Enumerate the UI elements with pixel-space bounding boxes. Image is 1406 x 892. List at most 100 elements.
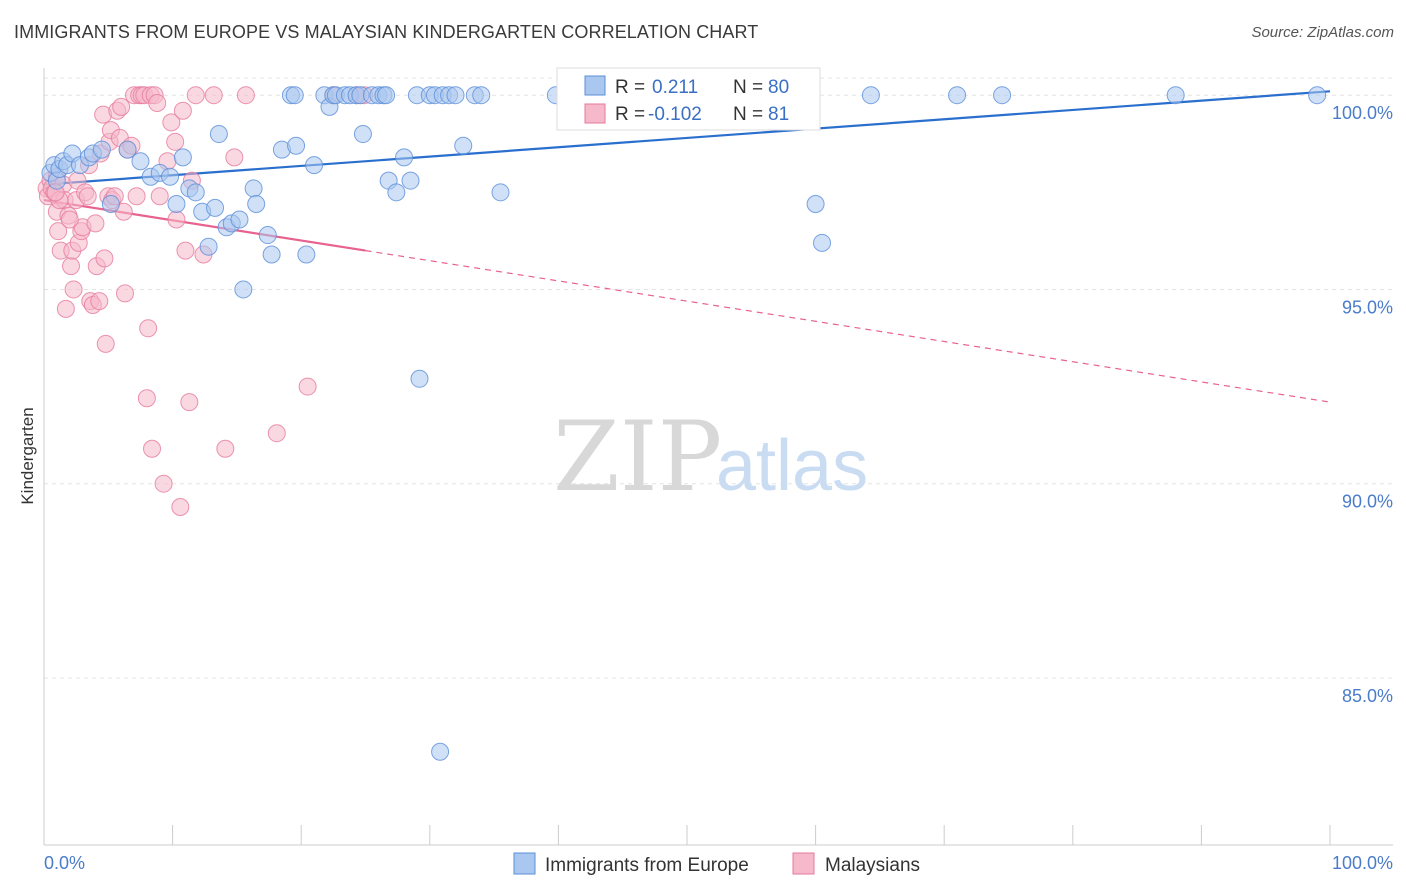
x-tick-label-max: 100.0%	[1332, 853, 1393, 873]
point-malaysians	[298, 377, 317, 396]
point-malaysians	[173, 101, 192, 120]
legend-swatch-pink	[584, 103, 606, 124]
point-immigrants-from-europe	[186, 183, 205, 202]
grid-lines	[44, 77, 1393, 679]
watermark-atlas: atlas	[716, 426, 868, 506]
point-malaysians	[62, 257, 81, 276]
point-immigrants-from-europe	[472, 86, 491, 105]
point-immigrants-from-europe	[244, 179, 263, 198]
point-malaysians	[60, 210, 79, 229]
point-immigrants-from-europe	[173, 148, 192, 167]
legend-n-label-1: N =	[733, 104, 763, 125]
bottom-legend-swatch-pink	[792, 852, 815, 875]
point-malaysians	[116, 284, 135, 303]
legend-r-label-1: R =	[615, 104, 645, 125]
point-malaysians	[49, 222, 68, 241]
point-malaysians	[186, 86, 205, 105]
point-immigrants-from-europe	[491, 183, 510, 202]
point-immigrants-from-europe	[1308, 86, 1327, 105]
y-tick-label: 90.0%	[1342, 492, 1393, 512]
point-immigrants-from-europe	[131, 152, 150, 171]
point-malaysians	[171, 498, 190, 517]
point-malaysians	[236, 86, 255, 105]
point-immigrants-from-europe	[258, 226, 277, 245]
y-tick-label: 95.0%	[1342, 297, 1393, 317]
point-malaysians	[154, 474, 173, 493]
legend-r-value-0: 0.211	[652, 77, 698, 98]
point-malaysians	[139, 319, 158, 338]
point-immigrants-from-europe	[305, 156, 324, 175]
point-immigrants-from-europe	[813, 233, 832, 252]
point-malaysians	[167, 210, 186, 229]
point-malaysians	[162, 113, 181, 132]
point-malaysians	[90, 292, 109, 311]
trendline-dashed	[365, 250, 1331, 403]
point-immigrants-from-europe	[287, 136, 306, 155]
point-malaysians	[204, 86, 223, 105]
point-malaysians	[166, 132, 185, 151]
point-malaysians	[86, 214, 105, 233]
point-immigrants-from-europe	[446, 86, 465, 105]
point-immigrants-from-europe	[209, 125, 228, 144]
points-immigrants-from-europe	[41, 86, 1327, 761]
trendline-immigrants-from-europe	[43, 90, 1331, 186]
point-immigrants-from-europe	[395, 148, 414, 167]
legend-r-value-1: -0.102	[648, 104, 702, 125]
point-immigrants-from-europe	[262, 245, 281, 264]
point-immigrants-from-europe	[118, 140, 137, 159]
point-malaysians	[150, 187, 169, 206]
point-malaysians	[180, 393, 199, 412]
point-immigrants-from-europe	[454, 136, 473, 155]
watermark-zip: ZIP	[553, 401, 722, 513]
bottom-legend-swatch-blue	[513, 852, 536, 875]
point-immigrants-from-europe	[234, 280, 253, 299]
x-tick-marks	[43, 825, 1331, 845]
point-immigrants-from-europe	[431, 742, 450, 761]
point-immigrants-from-europe	[1166, 86, 1185, 105]
point-immigrants-from-europe	[206, 198, 225, 217]
point-malaysians	[95, 249, 114, 268]
point-immigrants-from-europe	[230, 210, 249, 229]
y-tick-labels: 100.0% 95.0% 90.0% 85.0%	[1332, 103, 1393, 706]
point-immigrants-from-europe	[401, 171, 420, 190]
point-immigrants-from-europe	[92, 140, 111, 159]
bottom-legend-label-immigrants: Immigrants from Europe	[545, 855, 749, 876]
point-malaysians	[216, 439, 235, 458]
point-malaysians	[267, 424, 286, 443]
point-malaysians	[225, 148, 244, 167]
point-immigrants-from-europe	[377, 86, 396, 105]
point-immigrants-from-europe	[387, 183, 406, 202]
point-malaysians	[78, 187, 97, 206]
point-immigrants-from-europe	[993, 86, 1012, 105]
bottom-legend: Immigrants from Europe Malaysians	[513, 852, 920, 876]
legend-r-label-0: R =	[615, 77, 645, 98]
point-immigrants-from-europe	[948, 86, 967, 105]
point-immigrants-from-europe	[161, 167, 180, 186]
point-immigrants-from-europe	[410, 369, 429, 388]
point-malaysians	[143, 439, 162, 458]
legend-n-value-1: 81	[768, 104, 789, 125]
x-tick-label-min: 0.0%	[44, 853, 85, 873]
legend-box: R = 0.211 N = 80 R = -0.102 N = 81	[556, 67, 821, 131]
point-immigrants-from-europe	[285, 86, 304, 105]
point-malaysians	[127, 187, 146, 206]
trendline-solid	[43, 199, 366, 252]
point-immigrants-from-europe	[247, 194, 266, 213]
point-malaysians	[64, 280, 83, 299]
point-immigrants-from-europe	[353, 125, 372, 144]
source-label: Source: ZipAtlas.com	[1251, 24, 1394, 41]
trendline-solid	[43, 90, 1331, 186]
point-immigrants-from-europe	[167, 194, 186, 213]
point-malaysians	[176, 241, 195, 260]
legend-n-label-0: N =	[733, 77, 763, 98]
chart-title: IMMIGRANTS FROM EUROPE VS MALAYSIAN KIND…	[14, 22, 759, 42]
bottom-legend-label-malaysians: Malaysians	[825, 855, 920, 876]
point-immigrants-from-europe	[861, 86, 880, 105]
point-malaysians	[112, 97, 131, 116]
point-malaysians	[137, 389, 156, 408]
trendline-malaysians	[43, 199, 1331, 403]
point-malaysians	[56, 299, 75, 318]
point-malaysians	[148, 93, 167, 112]
y-tick-label: 100.0%	[1332, 103, 1393, 123]
